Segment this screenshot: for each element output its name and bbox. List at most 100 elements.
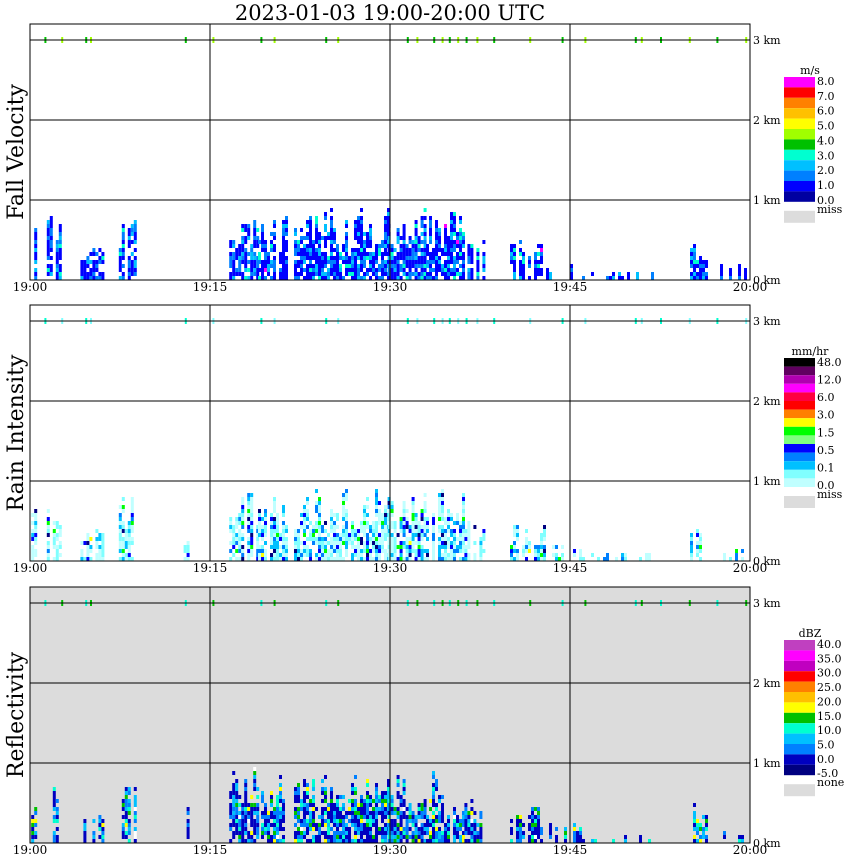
precip-cell: [651, 276, 654, 280]
precip-cell: [315, 827, 318, 831]
precip-cell: [432, 260, 435, 264]
precip-cell: [309, 224, 312, 228]
precip-cell: [438, 819, 441, 823]
precip-cell: [98, 248, 102, 252]
precip-cell: [390, 819, 394, 823]
precip-cell: [241, 224, 245, 228]
precip-cell: [276, 835, 279, 839]
precip-cell: [375, 831, 378, 835]
precip-cell: [420, 525, 424, 529]
precip-cell: [411, 525, 415, 529]
precip-cell: [396, 533, 400, 537]
precip-cell: [357, 533, 360, 537]
precip-cell: [318, 545, 321, 549]
precip-cell: [306, 509, 309, 513]
precip-cell: [264, 823, 267, 827]
precip-cell: [253, 244, 257, 248]
precip-cell: [339, 823, 342, 827]
precip-cell: [101, 553, 105, 557]
precip-cell: [49, 256, 53, 260]
precip-cell: [279, 791, 282, 795]
precip-cell: [336, 248, 339, 252]
precip-cell: [232, 811, 236, 815]
precip-cell: [258, 509, 261, 513]
precip-cell: [387, 525, 391, 529]
precip-cell: [525, 541, 528, 545]
precip-cell: [312, 244, 315, 248]
precip-cell: [393, 260, 397, 264]
precip-cell: [55, 264, 59, 268]
precip-cell: [645, 557, 648, 561]
colorbar-swatch: [784, 392, 815, 401]
precip-cell: [405, 525, 409, 529]
precip-cell: [354, 228, 357, 232]
precip-cell: [309, 256, 312, 260]
precip-cell: [244, 240, 248, 244]
precip-cell: [408, 815, 412, 819]
precip-cell: [444, 553, 447, 557]
precip-cell: [127, 557, 131, 561]
precip-cell: [241, 819, 245, 823]
precip-cell: [273, 557, 276, 561]
precip-cell: [390, 276, 394, 280]
precip-cell: [447, 517, 450, 521]
precip-cell: [232, 525, 236, 529]
precip-cell: [282, 509, 285, 513]
precip-cell: [273, 529, 276, 533]
precip-cell: [303, 509, 306, 513]
precip-cell: [435, 260, 438, 264]
precip-cell: [354, 256, 357, 260]
time-tick-label: 20:00: [733, 561, 768, 575]
precip-cell: [127, 823, 131, 827]
precip-cell: [357, 537, 360, 541]
precip-cell: [92, 260, 96, 264]
precip-cell: [423, 228, 427, 232]
precip-cell: [435, 787, 438, 791]
precip-cell: [342, 505, 345, 509]
precip-cell: [522, 545, 525, 549]
precip-cell: [229, 791, 233, 795]
precip-cell: [516, 839, 519, 843]
precip-cell: [276, 807, 279, 811]
precip-cell: [264, 509, 267, 513]
precip-cell: [121, 276, 125, 280]
precip-cell: [133, 260, 137, 264]
precip-cell: [417, 533, 421, 537]
precip-cell: [235, 521, 239, 525]
precip-cell: [232, 244, 236, 248]
precip-cell: [244, 823, 248, 827]
precip-cell: [450, 529, 453, 533]
precip-cell: [435, 264, 438, 268]
precip-cell: [387, 244, 391, 248]
precip-cell: [450, 541, 453, 545]
precip-cell: [282, 819, 285, 823]
precip-cell: [432, 823, 435, 827]
precip-cell: [582, 276, 585, 280]
precip-cell: [342, 823, 345, 827]
precip-cell: [244, 839, 248, 843]
colorbar-swatch: [784, 469, 815, 479]
precip-cell: [306, 545, 309, 549]
precip-cell: [441, 497, 444, 501]
precip-cell: [393, 248, 397, 252]
precip-cell: [390, 525, 394, 529]
precip-cell: [318, 236, 321, 240]
precip-cell: [381, 839, 384, 843]
precip-cell: [121, 252, 125, 256]
precip-cell: [247, 509, 251, 513]
precip-cell: [473, 541, 477, 545]
precip-cell: [238, 815, 242, 819]
precip-cell: [375, 553, 378, 557]
precip-cell: [279, 545, 282, 549]
precip-cell: [522, 553, 525, 557]
height-tick-label: 2 km: [753, 677, 781, 690]
precip-cell: [516, 819, 519, 823]
precip-cell: [34, 835, 38, 839]
precip-cell: [627, 276, 630, 280]
precip-cell: [543, 545, 546, 549]
colorbar-tick-label: 6.0: [817, 391, 835, 404]
precip-cell: [270, 537, 273, 541]
precip-cell: [519, 268, 522, 272]
precip-cell: [390, 248, 394, 252]
precip-cell: [429, 256, 432, 260]
